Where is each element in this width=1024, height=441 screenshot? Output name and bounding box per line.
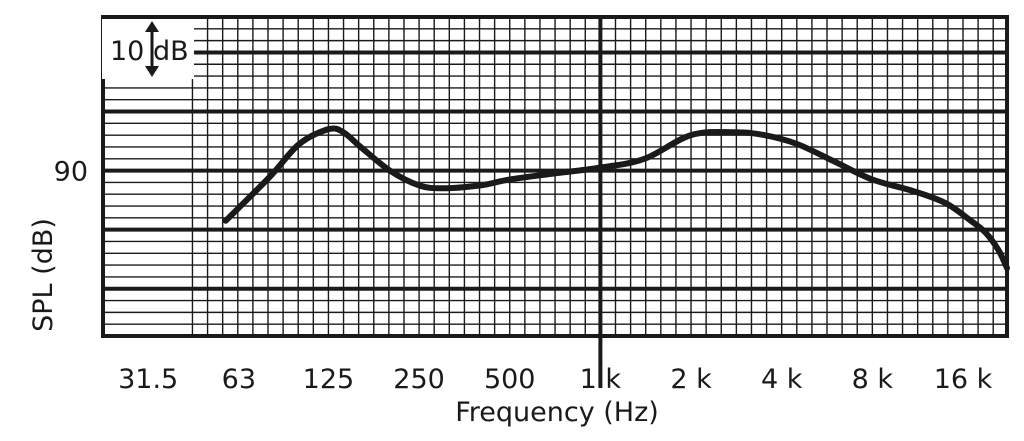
series	[222, 125, 1010, 272]
x-tick-label: 31.5	[118, 364, 178, 395]
response-curve	[222, 125, 1010, 272]
plot-frame	[101, 15, 1009, 338]
x-tick-label: 125	[303, 364, 355, 395]
grid	[101, 15, 1009, 388]
x-tick-label: 4 k	[761, 364, 803, 395]
x-tick-label: 250	[393, 364, 445, 395]
x-tick-label: 1 k	[580, 364, 622, 395]
y-axis-title: SPL (dB)	[28, 218, 59, 332]
x-tick-label: 2 k	[670, 364, 712, 395]
scale-marker-arrowhead-top	[145, 21, 159, 32]
x-tick-label: 16 k	[934, 364, 993, 395]
x-tick-label: 500	[484, 364, 536, 395]
scale-marker-arrowhead-bottom	[145, 66, 159, 77]
y-tick-label: 90	[54, 157, 88, 188]
x-axis-title: Frequency (Hz)	[455, 397, 659, 428]
scale-marker-label: 10 dB	[110, 36, 189, 67]
tick-labels: 31.5 63 125 250 500 1 k 2 k 4 k 8 k 16 k 90	[54, 157, 993, 395]
scale-marker: 10 dB	[102, 19, 194, 79]
x-tick-label: 63	[222, 364, 256, 395]
x-tick-label: 8 k	[852, 364, 894, 395]
